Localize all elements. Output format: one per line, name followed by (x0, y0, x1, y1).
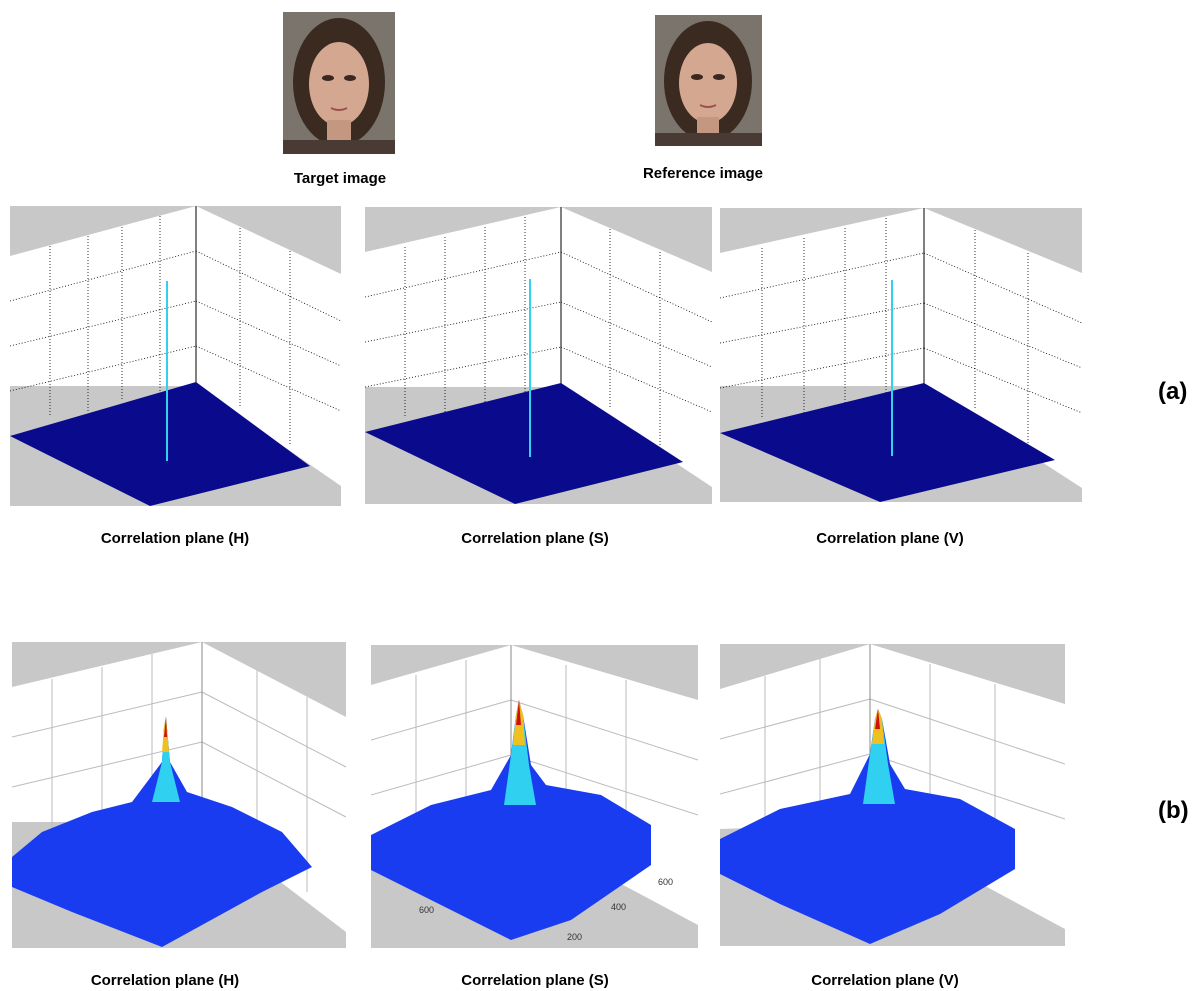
target-image (283, 12, 395, 154)
target-image-caption: Target image (293, 170, 387, 187)
caption-a-s: Correlation plane (S) (461, 530, 609, 547)
reference-image (655, 15, 762, 146)
caption-b-s: Correlation plane (S) (461, 972, 609, 989)
correlation-plot-a-s (365, 207, 712, 504)
row-a-label: (a) (1158, 378, 1188, 405)
caption-a-h: Correlation plane (H) (100, 530, 250, 547)
correlation-plot-b-h (12, 642, 346, 948)
caption-a-v: Correlation plane (V) (816, 530, 964, 547)
correlation-plot-b-s: 600 200 400 600 (371, 645, 698, 948)
correlation-plot-a-h (10, 206, 341, 506)
s-plot-tick-2: 200 (567, 932, 582, 942)
correlation-plot-a-v (720, 208, 1082, 502)
caption-b-h: Correlation plane (H) (90, 972, 240, 989)
s-plot-tick-4: 600 (658, 877, 673, 887)
row-b-label: (b) (1158, 797, 1189, 824)
caption-b-v: Correlation plane (V) (811, 972, 959, 989)
correlation-plot-b-v (720, 644, 1065, 946)
s-plot-tick-3: 400 (611, 902, 626, 912)
reference-image-caption: Reference image (642, 165, 764, 182)
s-plot-tick-1: 600 (419, 905, 434, 915)
